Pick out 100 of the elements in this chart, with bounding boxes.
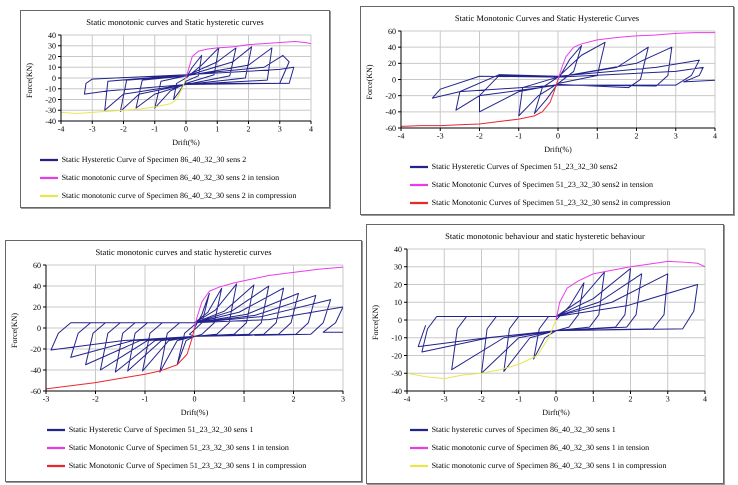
x-tick-label: 0 [554,394,558,404]
chart-title: Static monotonic curves and static hysteretic curves [94,247,273,259]
y-tick-label: -20 [391,351,402,360]
y-tick-label: -40 [30,366,41,375]
y-axis-title: Force(KN) [10,312,19,348]
x-tick-label: -1 [151,124,158,134]
line-series [432,42,715,116]
x-tick-label: 1 [595,132,600,141]
x-tick-label: 4 [713,132,717,141]
line-series [194,266,343,328]
x-tick-label: -3 [440,394,448,404]
x-tick-label: -3 [88,124,96,134]
legend-label: Static Hysteretic Curve of Specimen 86_40_32_30 sens 2 [62,154,246,164]
line-series [46,328,195,390]
line-series [407,320,556,380]
line-series [186,40,311,78]
y-tick-label: -20 [385,92,396,101]
y-tick-label: 0 [392,75,396,84]
x-tick-label: -3 [436,132,444,141]
y-tick-label: -40 [391,386,402,396]
x-tick-label: 1 [242,394,246,404]
y-tick-label: 60 [388,26,396,36]
y-tick-label: 40 [33,282,41,291]
x-tick-label: 1 [591,394,596,404]
y-tick-label: 40 [394,244,402,254]
chart-title: Static Monotonic Curves and Static Hysteretic Curves [454,13,640,25]
legend-label: Static Monotonic Curves of Specimen 51_23_32_30 sens2 in compression [432,198,670,207]
legend-label: Static Monotonic Curve of Specimen 51_23_32_30 sens 1 in compression [68,460,306,470]
x-tick-label: 0 [192,394,196,404]
line-series [61,78,186,114]
line-series [418,268,698,374]
legend-label: Static hysteretic curves of Specimen 86_40_32_30 sens 1 [432,424,616,434]
x-tick-label: 3 [278,124,282,134]
legend-label: Static Hysteretic Curves of Specimen 51_23_32_30 sens2 [432,162,618,171]
legend-label: Static monotonic curve of Specimen 86_40_32_30 sens 1 in tension [432,442,650,452]
x-tick-label: 0 [184,124,188,134]
x-tick-label: -4 [398,132,404,141]
y-tick-label: -20 [45,95,56,104]
x-tick-label: -2 [478,394,485,404]
x-tick-label: 3 [674,132,678,141]
y-axis-title: Force(KN) [364,64,374,100]
x-tick-label: 2 [628,394,632,404]
y-tick-label: -60 [385,124,396,133]
y-tick-label: 60 [33,260,41,270]
y-tick-label: -60 [30,386,41,396]
legend-label: Static Hysteretic Curve of Specimen 51_23_32_30 sens 1 [68,424,254,434]
y-tick-label: 30 [48,42,56,51]
y-tick-label: 20 [394,280,402,290]
x-axis-title: Dirft(%) [542,408,570,417]
y-tick-label: -30 [391,369,402,378]
x-tick-label: 4 [703,394,707,404]
legend-label: Static Monotonic Curves of Specimen 51_23_32_30 sens2 in tension [432,180,653,189]
y-tick-label: 0 [52,74,56,83]
x-tick-label: -3 [42,394,50,404]
x-tick-label: -2 [476,132,483,141]
y-tick-label: -10 [45,84,56,94]
legend-label: Static monotonic curve of Specimen 86_40_32_30 sens 2 in compression [62,190,296,200]
line-series [558,32,715,80]
x-tick-label: -1 [515,132,522,141]
x-tick-label: 2 [634,132,638,141]
x-tick-label: 3 [666,394,670,404]
x-tick-label: 2 [292,394,296,404]
y-tick-label: -40 [45,116,56,126]
line-series [556,260,705,320]
line-series [84,46,294,112]
x-tick-label: -2 [120,124,127,134]
y-tick-label: -30 [45,106,56,116]
y-tick-label: 10 [394,298,402,308]
x-tick-label: -1 [515,394,522,404]
x-tick-label: -4 [58,124,64,134]
line-series [50,283,343,373]
x-tick-label: 2 [246,124,250,134]
y-tick-label: -10 [391,334,402,343]
y-tick-label: 10 [48,63,56,72]
y-tick-label: 20 [33,302,41,312]
x-axis-title: Drift(%) [544,145,572,154]
y-tick-label: 40 [388,43,396,52]
y-axis-title: Force(KN) [24,62,34,98]
x-tick-label: -2 [92,394,99,404]
x-tick-label: 3 [341,394,345,404]
x-axis-title: Drift(%) [172,138,200,147]
y-tick-label: 20 [48,52,56,62]
y-axis-title: Force(KN) [370,304,380,340]
legend-label: Static monotonic curve of Specimen 86_40_32_30 sens 2 in tension [62,172,280,182]
legend-label: Static monotonic curve of Specimen 86_40_32_30 sens 1 in compression [432,460,666,470]
y-tick-label: 0 [37,324,41,333]
y-tick-label: -20 [30,344,41,354]
chart-title: Static monotonic behaviour and static hysteretic behaviour [444,231,646,243]
y-tick-label: 20 [388,59,396,68]
x-tick-label: -4 [404,394,410,404]
y-tick-label: 0 [398,316,402,325]
y-tick-label: 30 [394,262,402,272]
x-tick-label: -1 [142,394,148,404]
line-series [401,79,558,127]
x-tick-label: 0 [556,132,560,141]
x-tick-label: 4 [309,124,313,134]
y-tick-label: -40 [385,108,396,117]
x-axis-title: Drift(%) [180,408,209,417]
legend-label: Static Monotonic Curve of Specimen 51_23_32_30 sens 1 in tension [68,442,289,452]
y-tick-label: 40 [48,30,56,40]
